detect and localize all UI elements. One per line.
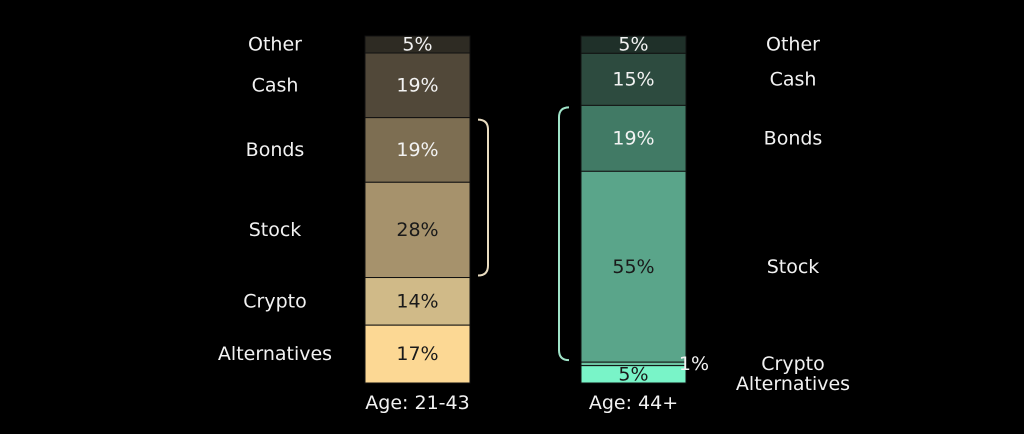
bar-segment-age-21-43-bonds bbox=[364, 117, 471, 183]
data-label-age-21-43-alternatives: 17% bbox=[396, 343, 438, 365]
data-label-age-44-alternatives: 5% bbox=[618, 363, 648, 385]
category-label-age-44-alternatives: Alternatives bbox=[736, 373, 850, 395]
data-label-age-21-43-bonds: 19% bbox=[396, 139, 438, 161]
data-label-age-44-other: 5% bbox=[618, 34, 648, 56]
category-label-age-21-43-stock: Stock bbox=[249, 219, 302, 241]
bar-segment-age-44-alternatives bbox=[580, 365, 687, 384]
data-label-age-44-stock: 55% bbox=[612, 256, 654, 278]
category-label-age-21-43-crypto: Crypto bbox=[243, 290, 306, 312]
category-label-age-44-crypto: Crypto bbox=[761, 353, 824, 375]
data-label-age-21-43-other: 5% bbox=[402, 34, 432, 56]
bar-segment-age-21-43-alternatives bbox=[364, 324, 471, 384]
bar-name-age-44: Age: 44+ bbox=[589, 392, 678, 414]
category-label-age-44-stock: Stock bbox=[767, 256, 820, 278]
data-label-age-44-crypto: 1% bbox=[679, 353, 709, 375]
data-label-age-44-bonds: 19% bbox=[612, 127, 654, 149]
bracket-age-21-43 bbox=[477, 118, 489, 277]
category-label-age-44-other: Other bbox=[766, 34, 820, 56]
bar-segment-age-21-43-cash bbox=[364, 52, 471, 119]
bracket-age-44 bbox=[558, 106, 570, 362]
category-label-age-21-43-bonds: Bonds bbox=[246, 139, 305, 161]
category-label-age-21-43-alternatives: Alternatives bbox=[218, 343, 332, 365]
category-label-age-44-bonds: Bonds bbox=[764, 127, 823, 149]
data-label-age-44-cash: 15% bbox=[612, 68, 654, 90]
category-label-age-21-43-cash: Cash bbox=[252, 74, 299, 96]
bar-segment-age-44-stock bbox=[580, 170, 687, 363]
category-label-age-21-43-other: Other bbox=[248, 34, 302, 56]
data-label-age-21-43-crypto: 14% bbox=[396, 290, 438, 312]
bar-segment-age-21-43-stock bbox=[364, 181, 471, 279]
bar-name-age-21-43: Age: 21-43 bbox=[365, 392, 469, 414]
bar-segment-age-44-bonds bbox=[580, 104, 687, 172]
data-label-age-21-43-cash: 19% bbox=[396, 74, 438, 96]
category-label-age-44-cash: Cash bbox=[770, 68, 817, 90]
data-label-age-21-43-stock: 28% bbox=[396, 219, 438, 241]
bar-segment-age-44-cash bbox=[580, 52, 687, 106]
